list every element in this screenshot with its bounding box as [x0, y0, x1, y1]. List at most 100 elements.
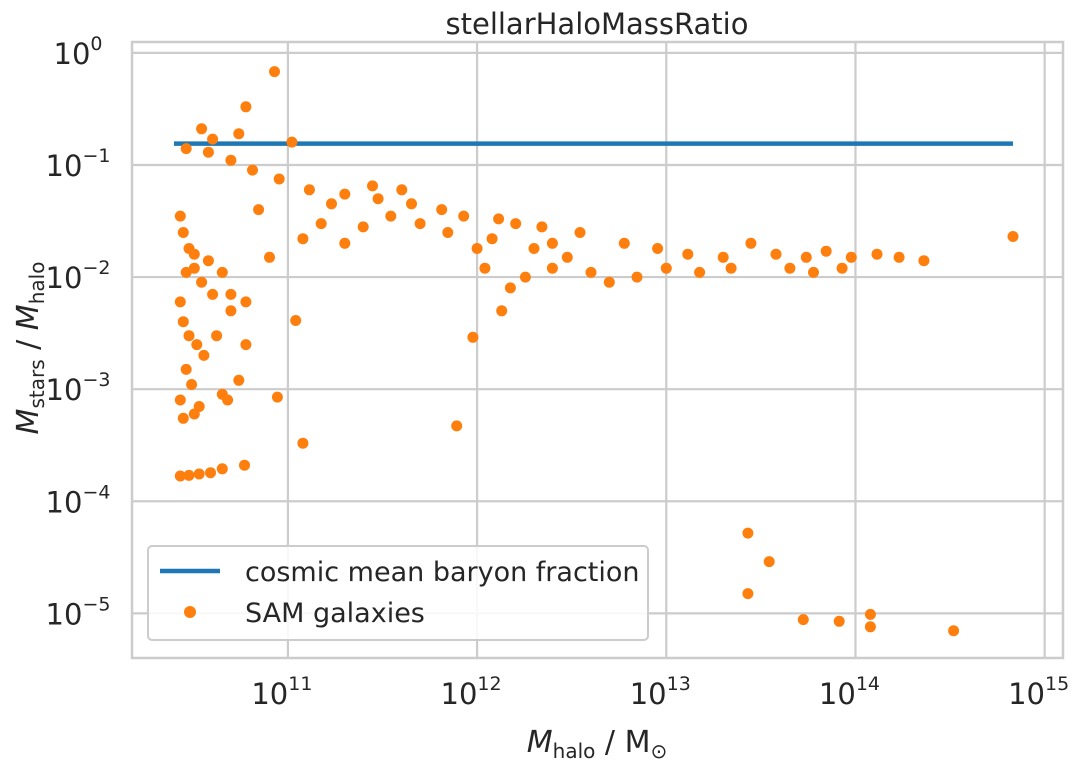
galaxy-point [893, 251, 905, 263]
galaxy-point [808, 266, 819, 278]
galaxy-point [471, 243, 483, 254]
galaxy-point [315, 218, 327, 230]
y-tick-label: 10−1 [46, 145, 111, 183]
galaxy-point [385, 210, 397, 222]
galaxy-point [770, 248, 782, 260]
galaxy-point [211, 330, 223, 342]
legend: cosmic mean baryon fraction SAM galaxies [147, 545, 649, 641]
x-tick-label: 1011 [251, 673, 312, 711]
galaxy-point [717, 251, 729, 263]
galaxy-point [458, 210, 470, 222]
galaxy-point [297, 233, 309, 245]
galaxy-point [864, 621, 876, 633]
x-tick-label: 1014 [819, 673, 880, 711]
galaxy-point [918, 255, 930, 267]
galaxy-point [180, 143, 192, 155]
y-axis-label-symbol: M [11, 408, 46, 434]
galaxy-point [496, 305, 508, 317]
x-axis-label: Mhalo / M⊙ [527, 725, 667, 763]
y-tick-label: 10−3 [46, 369, 111, 407]
galaxy-point [207, 133, 219, 145]
galaxy-point [196, 123, 208, 135]
axes-frame [130, 40, 1065, 660]
galaxy-point [339, 237, 351, 249]
galaxy-point [205, 467, 216, 479]
x-axis-label-unit: / M [595, 725, 650, 760]
galaxy-point [820, 245, 832, 257]
galaxy-point [631, 271, 643, 283]
galaxy-point [367, 180, 378, 192]
y-tick-label: 100 [54, 33, 103, 71]
galaxy-point [396, 184, 408, 196]
galaxy-point [174, 296, 186, 308]
y-axis-label: Mstars / Mhalo [11, 262, 49, 435]
galaxy-point [682, 248, 694, 260]
galaxy-point [271, 391, 283, 403]
galaxy-point [561, 251, 573, 263]
x-axis-label-symbol: M [527, 725, 553, 760]
galaxy-point [800, 251, 812, 263]
y-axis-label-symbol-2: M [11, 304, 46, 330]
galaxy-point [240, 296, 252, 308]
galaxy-point [652, 243, 664, 254]
y-tick-labels: 100 10−1 10−2 10−3 10−4 10−5 [46, 33, 111, 632]
x-tick-label: 1012 [441, 673, 502, 711]
galaxy-point [745, 237, 757, 249]
galaxy-point [233, 128, 245, 140]
x-tick-labels: 1011 1012 1013 1014 1015 [251, 673, 1069, 711]
galaxy-point [247, 164, 258, 176]
legend-label-baryon-fraction: cosmic mean baryon fraction [245, 557, 640, 588]
galaxy-point [216, 463, 228, 475]
galaxy-point [174, 210, 186, 222]
y-tick-label: 10−4 [46, 481, 111, 519]
galaxy-point [273, 173, 285, 185]
galaxy-point [264, 251, 275, 263]
galaxy-point [191, 339, 203, 351]
chart-title: stellarHaloMassRatio [446, 7, 749, 41]
galaxy-point [467, 331, 479, 343]
galaxy-point [725, 262, 737, 274]
galaxy-point [183, 469, 195, 481]
galaxy-point [339, 188, 351, 200]
y-tick-label: 10−2 [46, 257, 111, 295]
galaxy-point [436, 204, 448, 216]
galaxy-point [253, 204, 265, 216]
galaxy-point [297, 437, 309, 449]
x-axis-label-unit-sub: ⊙ [650, 739, 667, 763]
galaxy-point [742, 588, 754, 600]
galaxy-point [406, 198, 417, 210]
galaxy-point [222, 394, 234, 406]
galaxy-point [493, 213, 505, 225]
legend-box [147, 545, 649, 641]
galaxy-point [546, 237, 558, 249]
legend-label-sam-galaxies: SAM galaxies [245, 598, 425, 629]
galaxy-point [763, 556, 775, 568]
galaxy-point [188, 408, 200, 420]
galaxy-point [1007, 231, 1019, 242]
galaxy-point [290, 315, 302, 326]
galaxy-point [177, 316, 189, 328]
galaxy-point [585, 266, 597, 278]
galaxy-point [177, 412, 189, 424]
galaxy-point [510, 218, 522, 230]
galaxy-point [574, 227, 586, 238]
galaxy-point [603, 276, 615, 288]
galaxy-point [225, 288, 237, 300]
galaxy-point [618, 237, 630, 249]
galaxy-point [528, 243, 540, 254]
galaxy-point [784, 262, 796, 274]
galaxy-point [180, 363, 192, 375]
galaxy-point [202, 255, 214, 267]
y-axis-label-sub-2: halo [25, 262, 49, 305]
y-axis-label-mid: / [11, 330, 46, 359]
y-tick-label: 10−5 [46, 593, 111, 631]
galaxy-point [372, 193, 384, 205]
galaxy-point [186, 379, 198, 390]
galaxy-point [797, 614, 809, 626]
galaxy-point [504, 282, 516, 294]
x-tick-label: 1013 [630, 673, 691, 711]
galaxy-point [442, 227, 454, 238]
galaxy-point [303, 184, 315, 196]
galaxy-point [871, 248, 883, 260]
